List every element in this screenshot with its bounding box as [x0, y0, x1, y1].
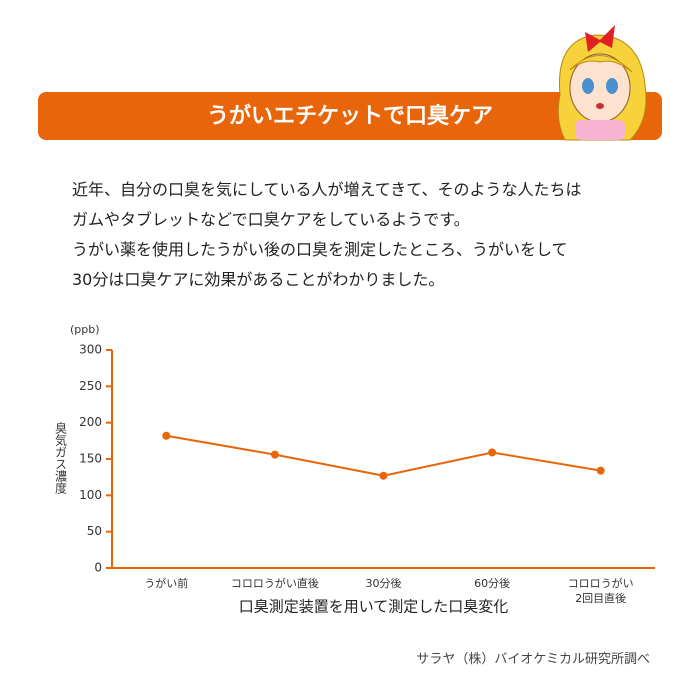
y-tick-label: 50 — [87, 524, 102, 538]
source: サラヤ（株）バイオケミカル研究所調べ — [416, 652, 650, 667]
y-tick-label: 100 — [79, 488, 102, 502]
paragraph-line: 30分は口臭ケアに効果があることがわかりました。 — [72, 270, 445, 289]
paragraph-line: ガムやタブレットなどで口臭ケアをしているようです。 — [72, 210, 470, 229]
x-tick-label: うがい前 — [144, 577, 189, 590]
y-tick-label: 250 — [79, 379, 102, 393]
paragraph-line: うがい薬を使用したうがい後の口臭を測定したところ、うがいをして — [72, 240, 568, 259]
data-point — [162, 431, 171, 440]
x-tick-label: コロロうがい 2回目直後 — [567, 577, 634, 605]
y-axis-title: 臭気ガス濃度 — [54, 422, 68, 494]
data-line — [166, 434, 601, 477]
x-tick-label: 30分後 — [365, 577, 402, 590]
banner — [38, 92, 662, 140]
y-tick-label: 300 — [79, 343, 102, 357]
data-point — [379, 471, 388, 480]
y-tick-label: 200 — [79, 415, 102, 429]
paragraph-line: 近年、自分の口臭を気にしている人が増えてきて、そのような人たちは — [72, 180, 582, 199]
banner-title: うがいエチケットで口臭ケア — [207, 103, 493, 129]
mascot — [557, 25, 647, 141]
data-point — [270, 450, 279, 459]
y-unit: (ppb) — [70, 323, 100, 336]
data-point — [596, 466, 605, 475]
x-axis-title: 口臭測定装置を用いて測定した口臭変化 — [239, 598, 509, 616]
y-tick-label: 150 — [79, 452, 102, 466]
y-tick-label: 0 — [94, 561, 102, 575]
x-tick-label: コロロうがい直後 — [230, 577, 319, 590]
data-point — [488, 448, 497, 457]
x-tick-label: 60分後 — [474, 577, 511, 590]
